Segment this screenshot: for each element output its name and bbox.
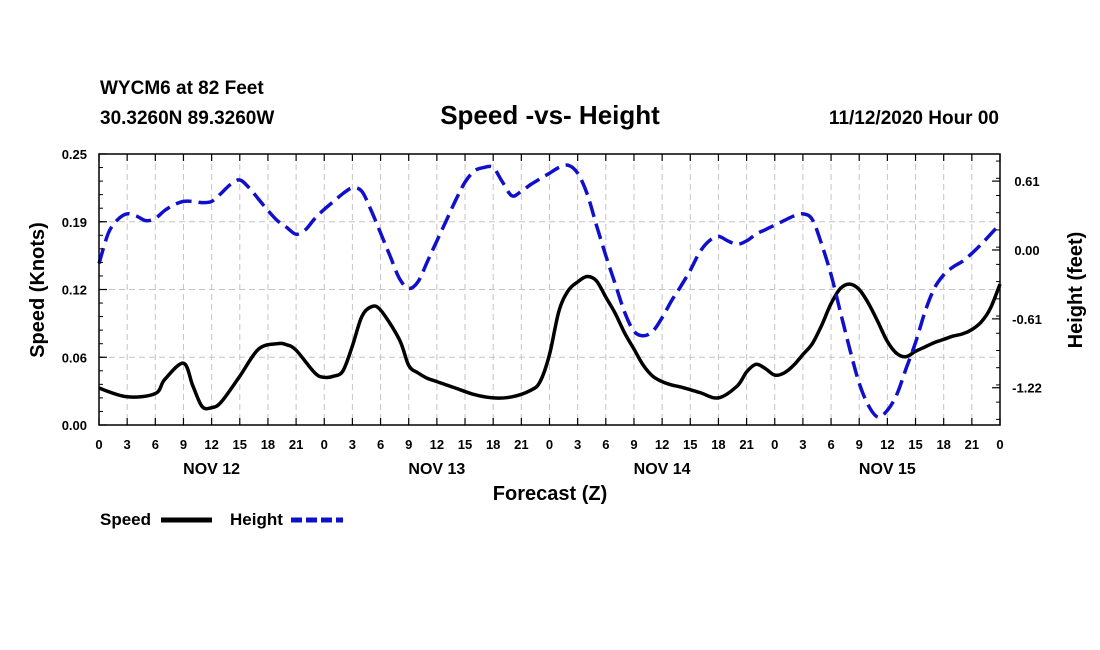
x-tick-label: 3 xyxy=(349,437,356,452)
x-tick-label: 12 xyxy=(880,437,894,452)
legend-height-label: Height xyxy=(230,510,283,529)
x-tick-label: 15 xyxy=(683,437,697,452)
date-label: NOV 14 xyxy=(634,461,691,478)
axes: 0 3 6 9 12 15 18 21 0 3 6 9 12 15 18 21 0 3 6 9 12 15 18 21 0 3 6 9… xyxy=(62,147,1042,478)
y-axis-left-label: Speed (Knots) xyxy=(27,222,49,358)
x-axis-label: Forecast (Z) xyxy=(493,483,607,505)
x-tick-label: 12 xyxy=(430,437,444,452)
x-tick-label: 15 xyxy=(233,437,247,452)
x-tick-label: 18 xyxy=(261,437,275,452)
grid xyxy=(99,154,1000,425)
x-tick-label: 18 xyxy=(936,437,950,452)
y-left-tick-label: 0.12 xyxy=(62,283,87,298)
x-tick-label: 9 xyxy=(180,437,187,452)
legend-speed-label: Speed xyxy=(100,510,151,529)
y-right-tick-label: -1.22 xyxy=(1012,381,1042,396)
x-tick-label: 21 xyxy=(739,437,753,452)
y-left-tick-label: 0.25 xyxy=(62,147,87,162)
x-tick-label: 9 xyxy=(630,437,637,452)
x-tick-label: 18 xyxy=(486,437,500,452)
x-tick-label: 6 xyxy=(377,437,384,452)
x-tick-label: 21 xyxy=(514,437,528,452)
x-tick-label: 0 xyxy=(996,437,1003,452)
x-tick-label: 0 xyxy=(771,437,778,452)
chart-title: Speed -vs- Height xyxy=(440,100,660,130)
y-left-tick-label: 0.00 xyxy=(62,418,87,433)
x-tick-label: 21 xyxy=(289,437,303,452)
y-right-tick-label: -0.61 xyxy=(1012,312,1042,327)
date-label: NOV 13 xyxy=(408,461,465,478)
x-tick-label: 12 xyxy=(655,437,669,452)
y-right-tick-label: 0.61 xyxy=(1014,174,1039,189)
date-label: NOV 12 xyxy=(183,461,240,478)
y-axis-right-label: Height (feet) xyxy=(1065,232,1087,349)
x-tick-label: 15 xyxy=(458,437,472,452)
series-line-speed xyxy=(98,274,1002,411)
station-label: WYCM6 at 82 Feet xyxy=(100,78,264,99)
date-label: NOV 15 xyxy=(859,461,916,478)
y-left-tick-label: 0.06 xyxy=(62,350,87,365)
coords-label: 30.3260N 89.3260W xyxy=(100,108,274,129)
run-time-label: 11/12/2020 Hour 00 xyxy=(829,108,999,129)
legend: Speed Height xyxy=(100,510,343,529)
y-left-tick-label: 0.19 xyxy=(62,215,87,230)
x-tick-label: 6 xyxy=(152,437,159,452)
x-tick-label: 3 xyxy=(574,437,581,452)
series-lines xyxy=(97,163,1002,419)
x-tick-label: 0 xyxy=(321,437,328,452)
x-tick-label: 6 xyxy=(602,437,609,452)
x-tick-label: 0 xyxy=(95,437,102,452)
x-tick-label: 21 xyxy=(965,437,979,452)
series-line-height xyxy=(97,163,1002,419)
x-tick-label: 9 xyxy=(405,437,412,452)
x-tick-label: 18 xyxy=(711,437,725,452)
x-tick-label: 12 xyxy=(204,437,218,452)
x-tick-label: 3 xyxy=(124,437,131,452)
x-tick-label: 6 xyxy=(827,437,834,452)
y-right-tick-label: 0.00 xyxy=(1014,243,1039,258)
x-tick-label: 0 xyxy=(546,437,553,452)
x-tick-label: 15 xyxy=(908,437,922,452)
x-tick-label: 3 xyxy=(799,437,806,452)
x-tick-label: 9 xyxy=(856,437,863,452)
